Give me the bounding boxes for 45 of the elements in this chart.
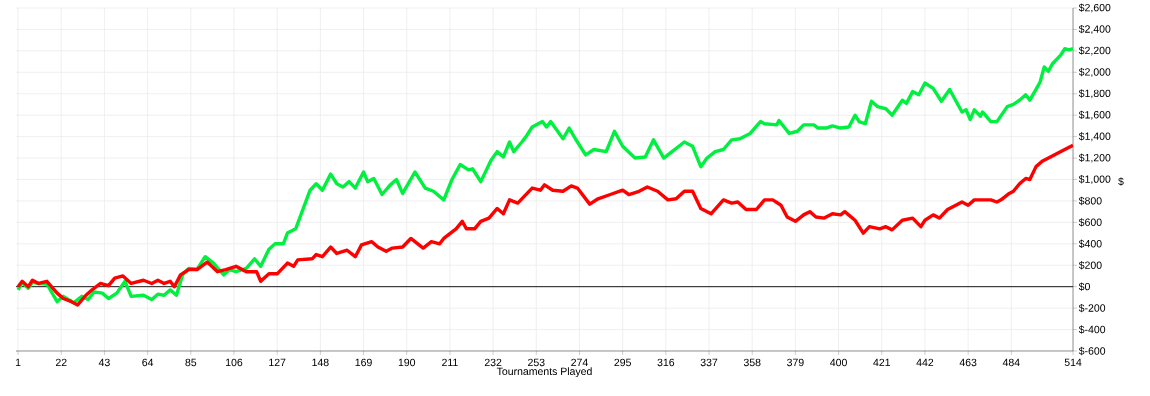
y-tick-label: $2,000 [1078,67,1111,77]
x-tick-label: 514 [1064,358,1082,367]
y-tick-label: $600 [1078,218,1102,227]
x-tick-label: 463 [959,358,977,367]
y-tick-label: $1,400 [1078,132,1111,142]
y-tick-label: $1,200 [1078,153,1111,163]
x-tick-label: 106 [226,358,243,367]
y-tick-label: $-600 [1078,346,1106,356]
x-tick-label: 64 [142,358,154,367]
y-tick-label: $2,200 [1078,46,1111,56]
x-tick-label: 169 [355,358,372,367]
y-tick-label: $1,600 [1078,110,1111,120]
x-tick-label: 22 [55,358,67,367]
x-tick-label: 190 [398,358,416,367]
x-tick-label: 1 [15,358,21,366]
x-tick-label: 484 [1002,358,1020,367]
x-tick-label: 421 [873,358,890,367]
x-tick-label: 337 [700,358,718,367]
x-tick-label: 358 [743,358,761,367]
x-tick-label: 295 [614,358,631,367]
x-tick-label: 211 [442,358,458,367]
x-tick-label: 85 [185,358,197,367]
x-tick-label: 379 [787,358,804,367]
x-axis-title: Tournaments Played [496,367,592,378]
y-tick-label: $1,000 [1078,174,1111,185]
x-tick-label: 274 [571,358,588,367]
x-tick-label: 43 [98,358,110,367]
y-tick-label: $400 [1078,239,1102,249]
x-tick-label: 127 [269,358,286,367]
x-tick-label: 442 [916,358,934,367]
y-tick-label: $2,600 [1078,3,1111,13]
y-axis-title: $ [1118,177,1124,186]
y-tick-label: $0 [1078,282,1090,291]
x-tick-label: 400 [830,358,847,367]
x-tick-label: 316 [657,358,675,367]
y-tick-label: $-400 [1078,325,1106,334]
y-tick-label: $-200 [1078,303,1106,313]
y-tick-label: $1,800 [1078,89,1111,99]
x-tick-label: 232 [484,358,502,367]
line-series [16,47,1074,305]
y-tick-label: $2,400 [1078,24,1111,34]
y-tick-label: $200 [1078,261,1102,270]
x-tick-label: 148 [312,358,329,367]
y-tick-label: $800 [1078,196,1102,206]
x-tick-label: 253 [528,358,545,367]
